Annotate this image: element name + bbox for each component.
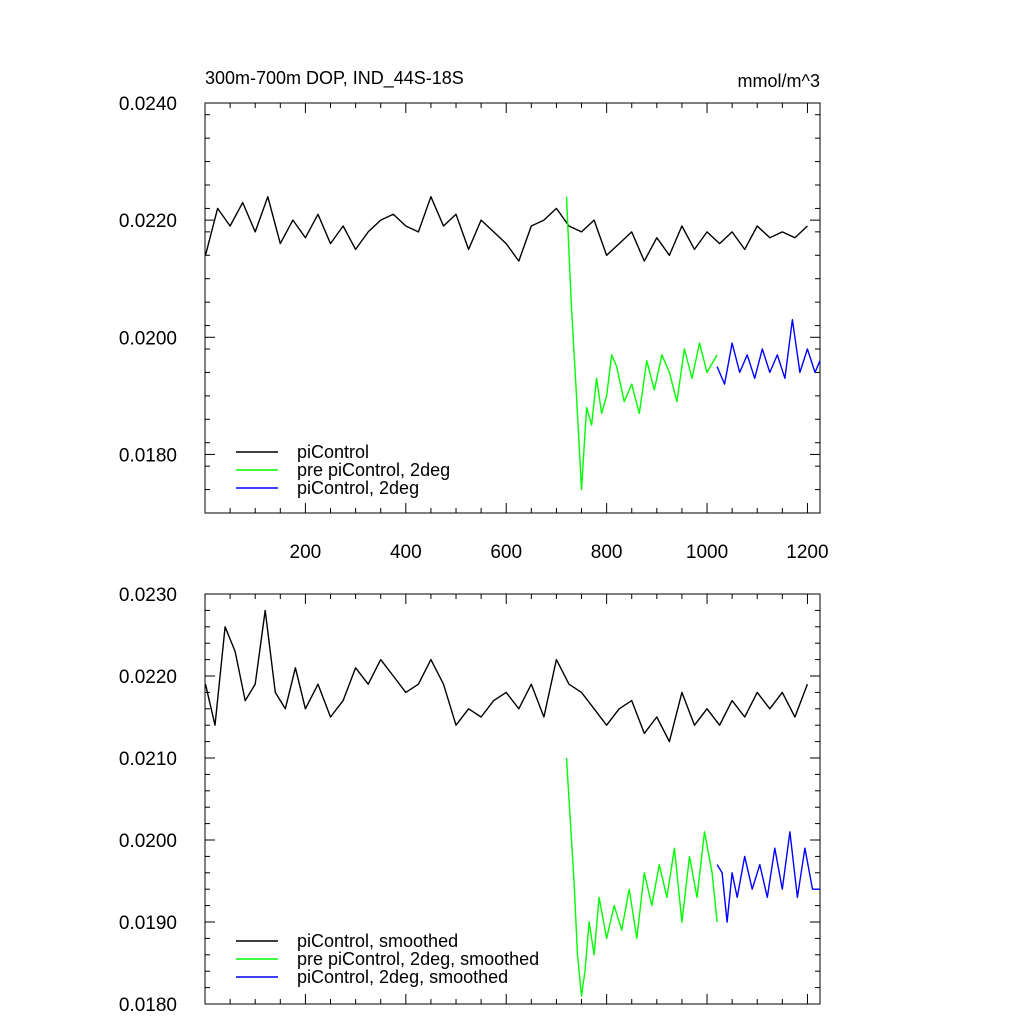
top-panel: 300m-700m DOP, IND_44S-18S mmol/m^3 0.01… <box>119 68 829 563</box>
series-line-2 <box>716 319 821 385</box>
series-line-1 <box>565 757 718 997</box>
top-series-lines <box>204 195 821 491</box>
x-tick-label: 800 <box>591 542 623 563</box>
series-line-0 <box>204 195 808 262</box>
series-line-0 <box>204 609 809 743</box>
top-plot-frame <box>204 102 821 514</box>
top-chart-title: 300m-700m DOP, IND_44S-18S <box>205 68 464 89</box>
y-tick-label: 0.0220 <box>119 667 177 688</box>
x-tick-label: 1200 <box>786 542 828 563</box>
series-line-1 <box>565 196 718 491</box>
y-tick-label: 0.0180 <box>119 995 177 1016</box>
bottom-panel: 0.0180 0.0190 0.0200 0.0210 0.0220 0.0230 piC… <box>119 585 821 1016</box>
x-tick-label: 600 <box>490 542 522 563</box>
legend-label-1: pre piControl, 2deg, smoothed <box>297 949 539 969</box>
legend-label-1: pre piControl, 2deg <box>297 460 450 480</box>
x-tick-label: 200 <box>290 542 322 563</box>
bottom-series-lines <box>204 609 820 997</box>
y-tick-label: 0.0200 <box>119 328 177 349</box>
x-tick-label: 1000 <box>686 542 728 563</box>
top-units-label: mmol/m^3 <box>738 71 820 91</box>
legend-label-0: piControl, smoothed <box>297 931 458 951</box>
y-tick-label: 0.0220 <box>119 211 177 232</box>
top-axis-ticks: 0.0180 0.0200 0.0220 0.0240 200 400 600 800 1000… <box>119 94 829 563</box>
legend-label-2: piControl, 2deg <box>297 478 419 498</box>
x-tick-label: 400 <box>390 542 422 563</box>
bottom-plot-frame <box>204 593 821 1005</box>
y-tick-label: 0.0230 <box>119 585 177 606</box>
y-tick-label: 0.0180 <box>119 445 177 466</box>
y-tick-label: 0.0200 <box>119 831 177 852</box>
y-tick-label: 0.0190 <box>119 913 177 934</box>
legend-label-0: piControl <box>297 442 369 462</box>
y-tick-label: 0.0240 <box>119 94 177 115</box>
legend-label-2: piControl, 2deg, smoothed <box>297 967 508 987</box>
y-tick-label: 0.0210 <box>119 749 177 770</box>
series-line-2 <box>716 831 820 923</box>
